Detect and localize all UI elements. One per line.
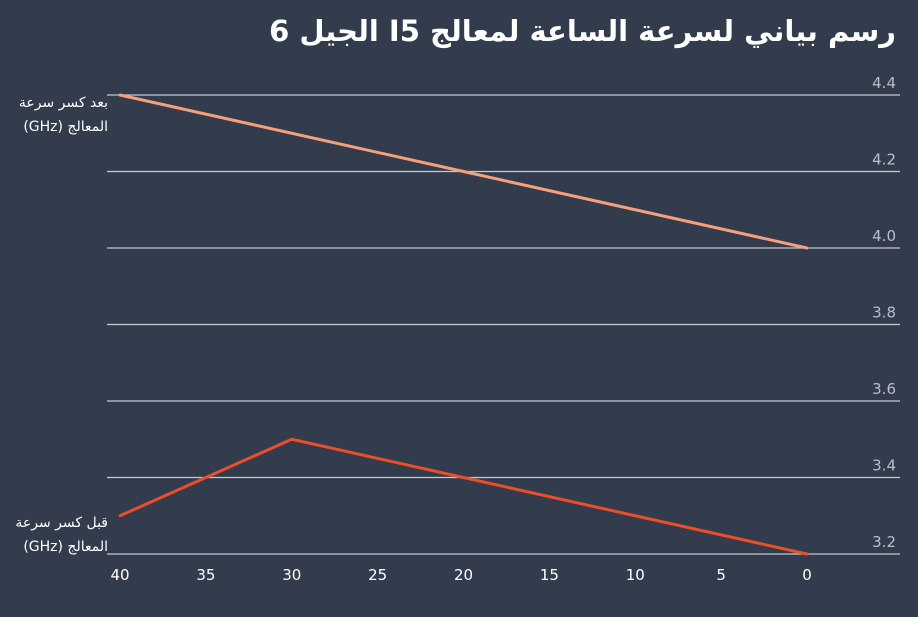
y-tick-label: 3.2 xyxy=(872,533,896,551)
y-tick-label: 4.4 xyxy=(872,74,896,92)
x-axis-tick-labels: 40 35 30 25 20 15 10 5 0 xyxy=(110,566,811,584)
series-label-before-overclock: قبل كسر سرعة المعالج (GHz) xyxy=(15,515,108,555)
series-line-0 xyxy=(118,93,809,250)
x-tick-label: 0 xyxy=(802,566,812,584)
x-tick-label: 10 xyxy=(626,566,645,584)
x-tick-label: 5 xyxy=(716,566,726,584)
x-tick-label: 15 xyxy=(540,566,559,584)
y-axis-tick-labels: 4.4 4.2 4.0 3.8 3.6 3.4 3.2 xyxy=(872,74,896,551)
x-tick-label: 30 xyxy=(282,566,301,584)
x-tick-label: 20 xyxy=(454,566,473,584)
x-tick-label: 25 xyxy=(368,566,387,584)
x-tick-label: 40 xyxy=(110,566,129,584)
y-tick-label: 3.8 xyxy=(872,304,896,322)
chart-title: رسم بياني لسرعة الساعة لمعالج I5 الجيل 6 xyxy=(269,14,896,48)
series-label-after-overclock: بعد كسر سرعة المعالج (GHz) xyxy=(18,95,108,135)
y-tick-label: 4.0 xyxy=(872,227,896,245)
y-tick-label: 3.4 xyxy=(872,457,896,475)
data-series xyxy=(118,93,809,556)
gridlines xyxy=(107,94,900,555)
series-line-1 xyxy=(118,437,809,556)
y-tick-label: 3.6 xyxy=(872,380,896,398)
y-tick-label: 4.2 xyxy=(872,151,896,169)
x-tick-label: 35 xyxy=(196,566,215,584)
